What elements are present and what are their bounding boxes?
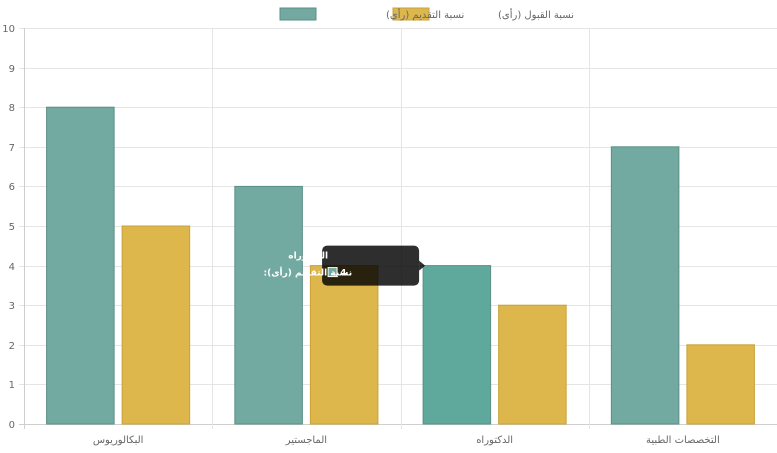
- legend-swatch[interactable]: [279, 7, 317, 21]
- tooltip-series-label: نسبة التقديم (رأى):: [264, 267, 353, 279]
- bar-acceptance-2[interactable]: [498, 304, 567, 425]
- legend-label[interactable]: نسبة التقديم (رأى): [386, 8, 464, 21]
- bar-acceptance-1[interactable]: [309, 265, 379, 425]
- legend[interactable]: نسبة القبول (رأى) نسبة التقديم (رأى): [279, 7, 574, 21]
- y-tick-label: 9: [9, 64, 15, 75]
- y-tick-label: 5: [9, 222, 15, 233]
- x-tick-label: البكالوريوس: [93, 435, 144, 446]
- bar-application-1[interactable]: [234, 185, 303, 425]
- tooltip-caret: [419, 260, 426, 271]
- bar-application-3[interactable]: [610, 146, 680, 425]
- axis-labels: 0 1 2 3 4 5 6 7 8 9 10 البكالوريوس الماجستير الدكتورا…: [2, 24, 719, 446]
- y-tick-label: 10: [2, 24, 15, 35]
- y-tick-label: 7: [9, 143, 15, 154]
- y-tick-label: 6: [9, 182, 15, 193]
- x-tick-label: الدكتوراه: [476, 435, 513, 446]
- y-tick-label: 8: [9, 103, 15, 114]
- x-tick-label: الماجستير: [285, 435, 327, 446]
- y-tick-label: 2: [9, 341, 15, 352]
- bars: [46, 106, 755, 425]
- tooltip-value: 4: [340, 269, 346, 279]
- legend-swatch[interactable]: [392, 7, 430, 21]
- bar-application-0[interactable]: [46, 106, 115, 425]
- tooltip-swatch: [327, 267, 338, 278]
- bar-application-2[interactable]: [422, 265, 492, 425]
- y-tick-label: 3: [9, 301, 15, 312]
- legend-label[interactable]: نسبة القبول (رأى): [498, 8, 574, 21]
- y-tick-label: 4: [9, 262, 15, 273]
- y-tick-label: 1: [9, 380, 15, 391]
- y-tick-label: 0: [9, 420, 15, 431]
- tooltip-title: الدكتوراه: [288, 252, 328, 262]
- bar-acceptance-3[interactable]: [686, 344, 755, 425]
- x-tick-label: التخصصات الطبية: [646, 435, 720, 446]
- bar-acceptance-0[interactable]: [121, 225, 191, 425]
- tooltip-box: [322, 245, 420, 286]
